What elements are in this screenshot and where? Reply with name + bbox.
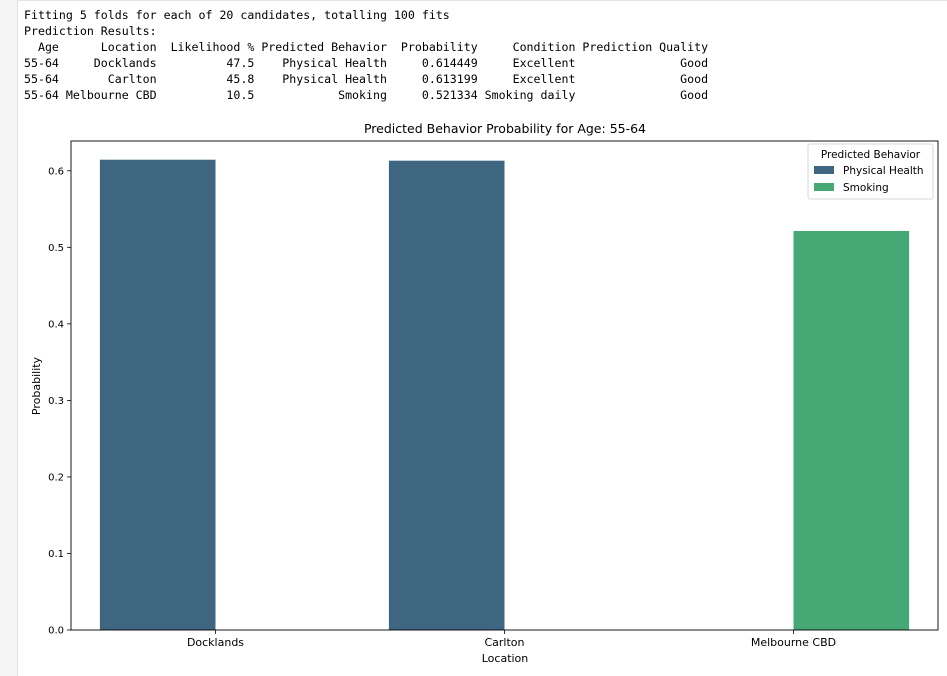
legend-swatch: [814, 183, 834, 191]
legend-entry-label: Smoking: [843, 182, 889, 194]
results-heading: Prediction Results:: [24, 24, 157, 38]
bar-physical-health-carlton: [388, 160, 505, 631]
fit-message: Fitting 5 folds for each of 20 candidate…: [24, 8, 450, 22]
cell-output-text: Fitting 5 folds for each of 20 candidate…: [24, 7, 708, 103]
y-tick-label: 0.2: [48, 472, 64, 483]
legend-swatch: [814, 166, 834, 174]
legend-entry-label: Physical Health: [843, 165, 924, 177]
results-table-header: Age Location Likelihood % Predicted Beha…: [24, 40, 709, 54]
x-tick-label: Docklands: [187, 636, 244, 649]
y-tick-label: 0.4: [48, 319, 64, 330]
chart-title: Predicted Behavior Probability for Age: …: [364, 121, 646, 136]
y-tick-label: 0.1: [48, 549, 64, 560]
y-tick-label: 0.0: [48, 626, 64, 637]
results-table-row: 55-64 Docklands 47.5 Physical Health 0.6…: [24, 56, 709, 70]
bar-smoking-melbourne-cbd: [793, 230, 910, 630]
x-tick-label: Carlton: [484, 636, 524, 649]
cell-border: [17, 0, 947, 1]
bar-physical-health-docklands: [99, 159, 216, 630]
plot-frame: [70, 140, 939, 631]
legend-box: [807, 143, 934, 200]
legend: Predicted Behavior Physical Health Smoking: [807, 143, 934, 200]
cell-gutter: [0, 0, 18, 676]
x-tick-label: Melbourne CBD: [751, 636, 836, 649]
y-axis-label: Probability: [30, 356, 43, 415]
y-tick-label: 0.5: [48, 243, 64, 254]
results-table-row: 55-64 Carlton 45.8 Physical Health 0.613…: [24, 72, 709, 86]
y-tick-label: 0.3: [48, 396, 64, 407]
x-axis-label: Location: [482, 652, 529, 665]
results-table-row: 55-64 Melbourne CBD 10.5 Smoking 0.52133…: [24, 88, 709, 102]
legend-title: Predicted Behavior: [821, 149, 921, 161]
y-tick-label: 0.6: [48, 166, 64, 177]
